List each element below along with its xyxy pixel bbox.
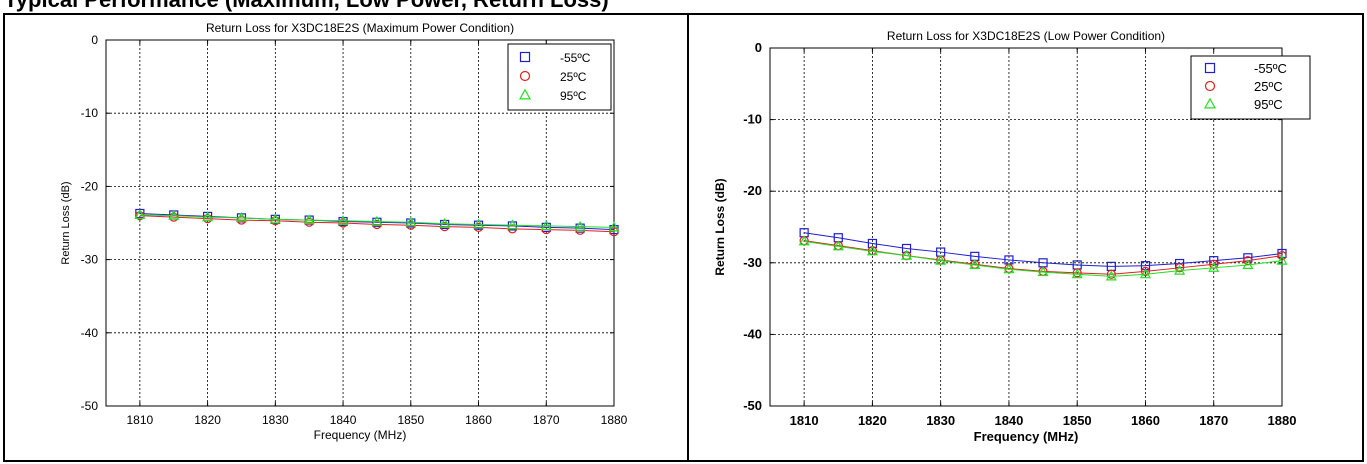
y-tick-label: -30	[81, 253, 99, 267]
series-25c-point	[1277, 251, 1287, 261]
series-95c-line	[139, 214, 615, 228]
legend-label: -55ºC	[560, 51, 591, 65]
legend-marker	[518, 88, 532, 100]
series-95c-point	[832, 240, 844, 251]
chart-max-power: 1810 1820 1830 1840 1850 1860 1870 1880 0 -10 -20 -…	[60, 21, 628, 442]
series--55c-point	[901, 243, 912, 254]
series-95c-point	[1003, 263, 1015, 274]
y-tick-label: 0	[91, 33, 98, 47]
series-95c-point	[439, 217, 451, 228]
legend-label: 25ºC	[1254, 79, 1283, 94]
series-25c-point	[135, 211, 145, 221]
x-tick-label: 1870	[533, 413, 560, 427]
series-95c-point	[866, 245, 878, 256]
series-25c-point	[1106, 269, 1116, 279]
series--55c-line	[804, 232, 1283, 267]
legend-marker	[1204, 62, 1216, 74]
chart-title: Return Loss for X3DC18E2S (Maximum Power…	[206, 21, 514, 35]
x-tick-label: 1880	[601, 413, 628, 427]
page-heading: Typical Performance (Maximum, Low Power,…	[4, 0, 609, 11]
series-95c-line	[804, 240, 1283, 277]
series-25c-point	[1140, 266, 1151, 276]
series-95c-point	[1242, 259, 1254, 269]
series-95c-point	[608, 221, 620, 232]
series-95c-point	[901, 249, 913, 260]
x-tick-label: 1840	[994, 413, 1023, 428]
legend-marker	[1204, 80, 1216, 92]
x-tick-label: 1810	[127, 413, 154, 427]
x-tick-label: 1820	[194, 413, 221, 427]
series-95c-point	[337, 214, 349, 225]
series-95c-point	[134, 209, 146, 219]
series-95c-point	[473, 218, 485, 229]
y-axis-label: Return Loss (dB)	[60, 181, 72, 264]
y-tick-label: -30	[743, 255, 762, 270]
y-tick-label: 0	[755, 40, 762, 55]
y-tick-label: -10	[81, 106, 99, 120]
x-tick-label: 1810	[790, 413, 819, 428]
series-95c-point	[202, 211, 214, 222]
series-25c-point	[1174, 263, 1185, 273]
y-axis-label: Return Loss (dB)	[713, 178, 727, 275]
x-axis-label: Frequency (MHz)	[974, 429, 1079, 444]
x-axis-label: Frequency (MHz)	[314, 428, 407, 442]
page-heading-strip: Typical Performance (Maximum, Low Power,…	[0, 0, 1367, 14]
x-tick-label: 1830	[926, 413, 955, 428]
series-95c-point	[1174, 264, 1186, 275]
legend-marker	[1203, 97, 1217, 109]
x-tick-label: 1830	[262, 413, 289, 427]
x-tick-label: 1850	[1063, 413, 1092, 428]
series-95c-point	[303, 214, 315, 225]
axes-frame	[769, 47, 1283, 407]
x-tick-label: 1850	[397, 413, 424, 427]
legend-label: 95ºC	[1254, 97, 1283, 112]
x-tick-label: 1820	[858, 413, 887, 428]
series-95c-point	[405, 216, 417, 227]
series-95c-point	[1037, 266, 1049, 277]
series-95c-point	[371, 215, 383, 226]
y-tick-label: -40	[743, 326, 762, 341]
y-tick-label: -10	[743, 112, 762, 127]
x-tick-label: 1860	[465, 413, 492, 427]
chart-title: Return Loss for X3DC18E2S (Low Power Con…	[887, 29, 1165, 43]
series-95c-point	[269, 213, 281, 224]
series-95c-point	[1208, 261, 1220, 272]
y-tick-label: -50	[81, 399, 99, 413]
series-95c-point	[1071, 268, 1083, 279]
series--55c-point	[1243, 253, 1253, 263]
series-95c-point	[168, 209, 180, 220]
series-95c-point	[235, 212, 247, 222]
series-95c-point	[969, 259, 981, 269]
y-tick-label: -20	[81, 179, 99, 193]
y-tick-label: -40	[81, 326, 99, 340]
series-95c-point	[506, 219, 518, 230]
series-95c-point	[540, 220, 552, 230]
series-95c-point	[574, 220, 586, 231]
figure-frame	[3, 13, 1364, 462]
series-95c-point	[798, 235, 810, 246]
x-tick-label: 1880	[1268, 413, 1297, 428]
series-95c-point	[1276, 254, 1288, 265]
series-95c-point	[1139, 268, 1151, 279]
legend-box	[1190, 55, 1311, 120]
legend-label: 95ºC	[560, 89, 587, 103]
series-95c-point	[1105, 270, 1117, 281]
legend-marker	[519, 70, 531, 82]
series-25c-point	[609, 227, 619, 237]
legend-marker	[519, 51, 531, 63]
panel-divider	[687, 13, 689, 462]
legend-label: 25ºC	[560, 70, 587, 84]
y-tick-label: -50	[743, 398, 762, 413]
series--55c-point	[507, 221, 517, 231]
x-tick-label: 1870	[1199, 413, 1228, 428]
series-95c-point	[935, 254, 947, 265]
x-tick-label: 1860	[1131, 413, 1160, 428]
x-tick-label: 1840	[330, 413, 357, 427]
legend-label: -55ºC	[1254, 61, 1287, 76]
y-tick-label: -20	[743, 183, 762, 198]
